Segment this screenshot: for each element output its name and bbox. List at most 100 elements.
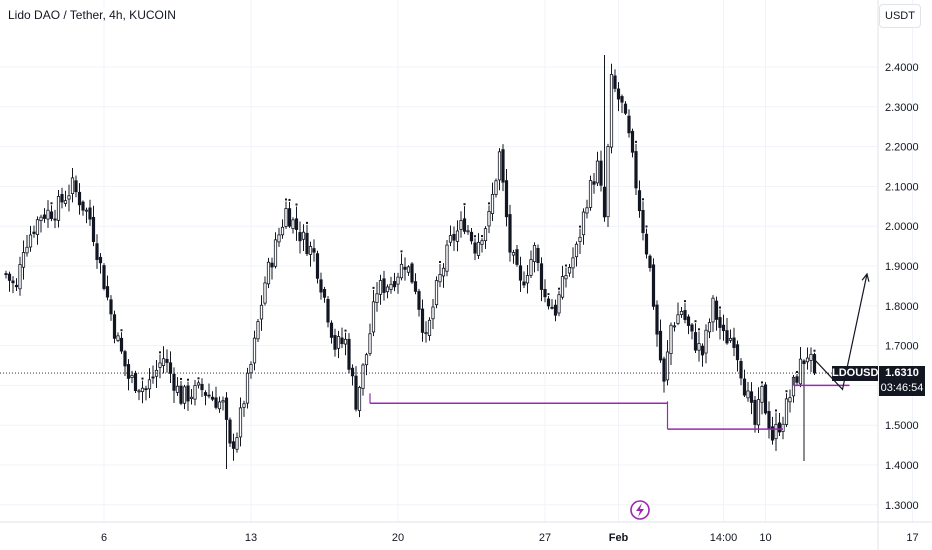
candle-body — [546, 298, 551, 307]
candle-wick-cap — [120, 329, 123, 332]
candle-body — [105, 286, 110, 298]
candle-body — [623, 103, 628, 114]
candle-body — [504, 180, 509, 218]
time-tick-label: 13 — [245, 532, 257, 544]
candle-body — [469, 231, 474, 242]
candle-wick-cap — [295, 203, 298, 206]
candle-body — [508, 214, 512, 253]
price-axis[interactable]: 1.30001.40001.50001.60001.70001.80001.90… — [885, 62, 919, 512]
candle-body — [518, 265, 523, 281]
price-tick-label: 1.9000 — [885, 261, 919, 273]
candle-body — [298, 232, 302, 242]
candle-body — [581, 211, 586, 236]
candle-body — [207, 394, 211, 397]
candle-body — [620, 96, 624, 103]
candle-body — [7, 273, 12, 281]
candle-body — [410, 263, 414, 283]
candle-body — [627, 115, 631, 134]
candle-body — [669, 324, 673, 355]
candle-body — [777, 422, 782, 433]
candle-body — [452, 233, 456, 241]
candle-body — [63, 200, 68, 204]
candle-body — [665, 351, 670, 381]
candle-body — [473, 242, 477, 254]
candle-body — [140, 387, 145, 392]
candle-body — [91, 216, 96, 243]
candle-body — [14, 284, 19, 288]
candle-body — [795, 376, 799, 383]
candle-body — [60, 194, 64, 203]
candle-body — [644, 233, 649, 255]
candle-body — [756, 399, 761, 426]
candle-body — [326, 299, 330, 323]
candle-wick-cap — [187, 378, 189, 381]
candle-wick-cap — [400, 250, 403, 253]
candle-body — [515, 249, 519, 265]
candle-body — [770, 426, 775, 441]
candle-body — [25, 246, 29, 254]
candle-body — [462, 218, 467, 232]
candle-wick-cap — [642, 198, 644, 201]
candle-body — [424, 332, 428, 335]
candle-body — [231, 441, 236, 449]
candle-body — [438, 274, 442, 283]
candle-body — [550, 306, 554, 309]
candle-body — [592, 181, 596, 185]
candle-body — [368, 333, 372, 354]
candle-body — [648, 255, 652, 269]
candle-body — [32, 231, 36, 234]
time-tick-label: 27 — [539, 532, 551, 544]
candle-body — [389, 283, 393, 290]
candle-body — [445, 244, 449, 272]
candle-body — [340, 337, 344, 345]
candle-body — [189, 396, 194, 399]
candle-body — [196, 382, 201, 386]
candle-body — [697, 343, 701, 351]
candle-wick-cap — [547, 293, 550, 296]
candle-wick-cap — [684, 300, 686, 303]
candle-body — [599, 160, 603, 186]
candle-wick-cap — [159, 351, 161, 354]
candle-wick-cap — [306, 221, 308, 224]
candle-body — [791, 376, 796, 397]
candle-body — [4, 273, 8, 275]
candle-body — [116, 335, 120, 341]
candle-body — [287, 208, 292, 227]
candle-body — [735, 344, 740, 361]
time-tick-label: 20 — [392, 532, 404, 544]
candle-body — [749, 391, 754, 403]
candle-body — [81, 201, 85, 211]
candle-body — [693, 332, 698, 351]
candle-body — [396, 276, 400, 285]
candle-body — [746, 390, 750, 399]
candle-body — [431, 306, 435, 320]
candle-body — [714, 300, 719, 320]
candle-body — [595, 160, 600, 184]
candle-body — [448, 235, 453, 243]
currency-selector[interactable]: USDT — [879, 4, 921, 28]
price-tick-label: 2.0000 — [885, 221, 919, 233]
candle-body — [655, 304, 659, 335]
candle-body — [763, 384, 768, 414]
candle-body — [707, 322, 712, 333]
candle-body — [322, 289, 327, 298]
candle-body — [434, 280, 439, 306]
candle-body — [718, 317, 722, 328]
candle-wick-cap — [288, 198, 291, 201]
candle-body — [798, 358, 803, 385]
candle-body — [133, 372, 138, 392]
candle-body — [56, 196, 61, 221]
candle-body — [315, 253, 320, 279]
candle-body — [686, 316, 691, 326]
lightning-icon[interactable] — [630, 500, 650, 520]
candle-body — [242, 403, 246, 408]
candle-body — [95, 243, 99, 260]
candle-body — [252, 337, 257, 364]
candle-body — [567, 267, 572, 274]
candle-body — [760, 386, 764, 403]
candle-body — [382, 278, 386, 293]
candle-body — [49, 211, 54, 219]
candle-wick-cap — [50, 202, 53, 205]
